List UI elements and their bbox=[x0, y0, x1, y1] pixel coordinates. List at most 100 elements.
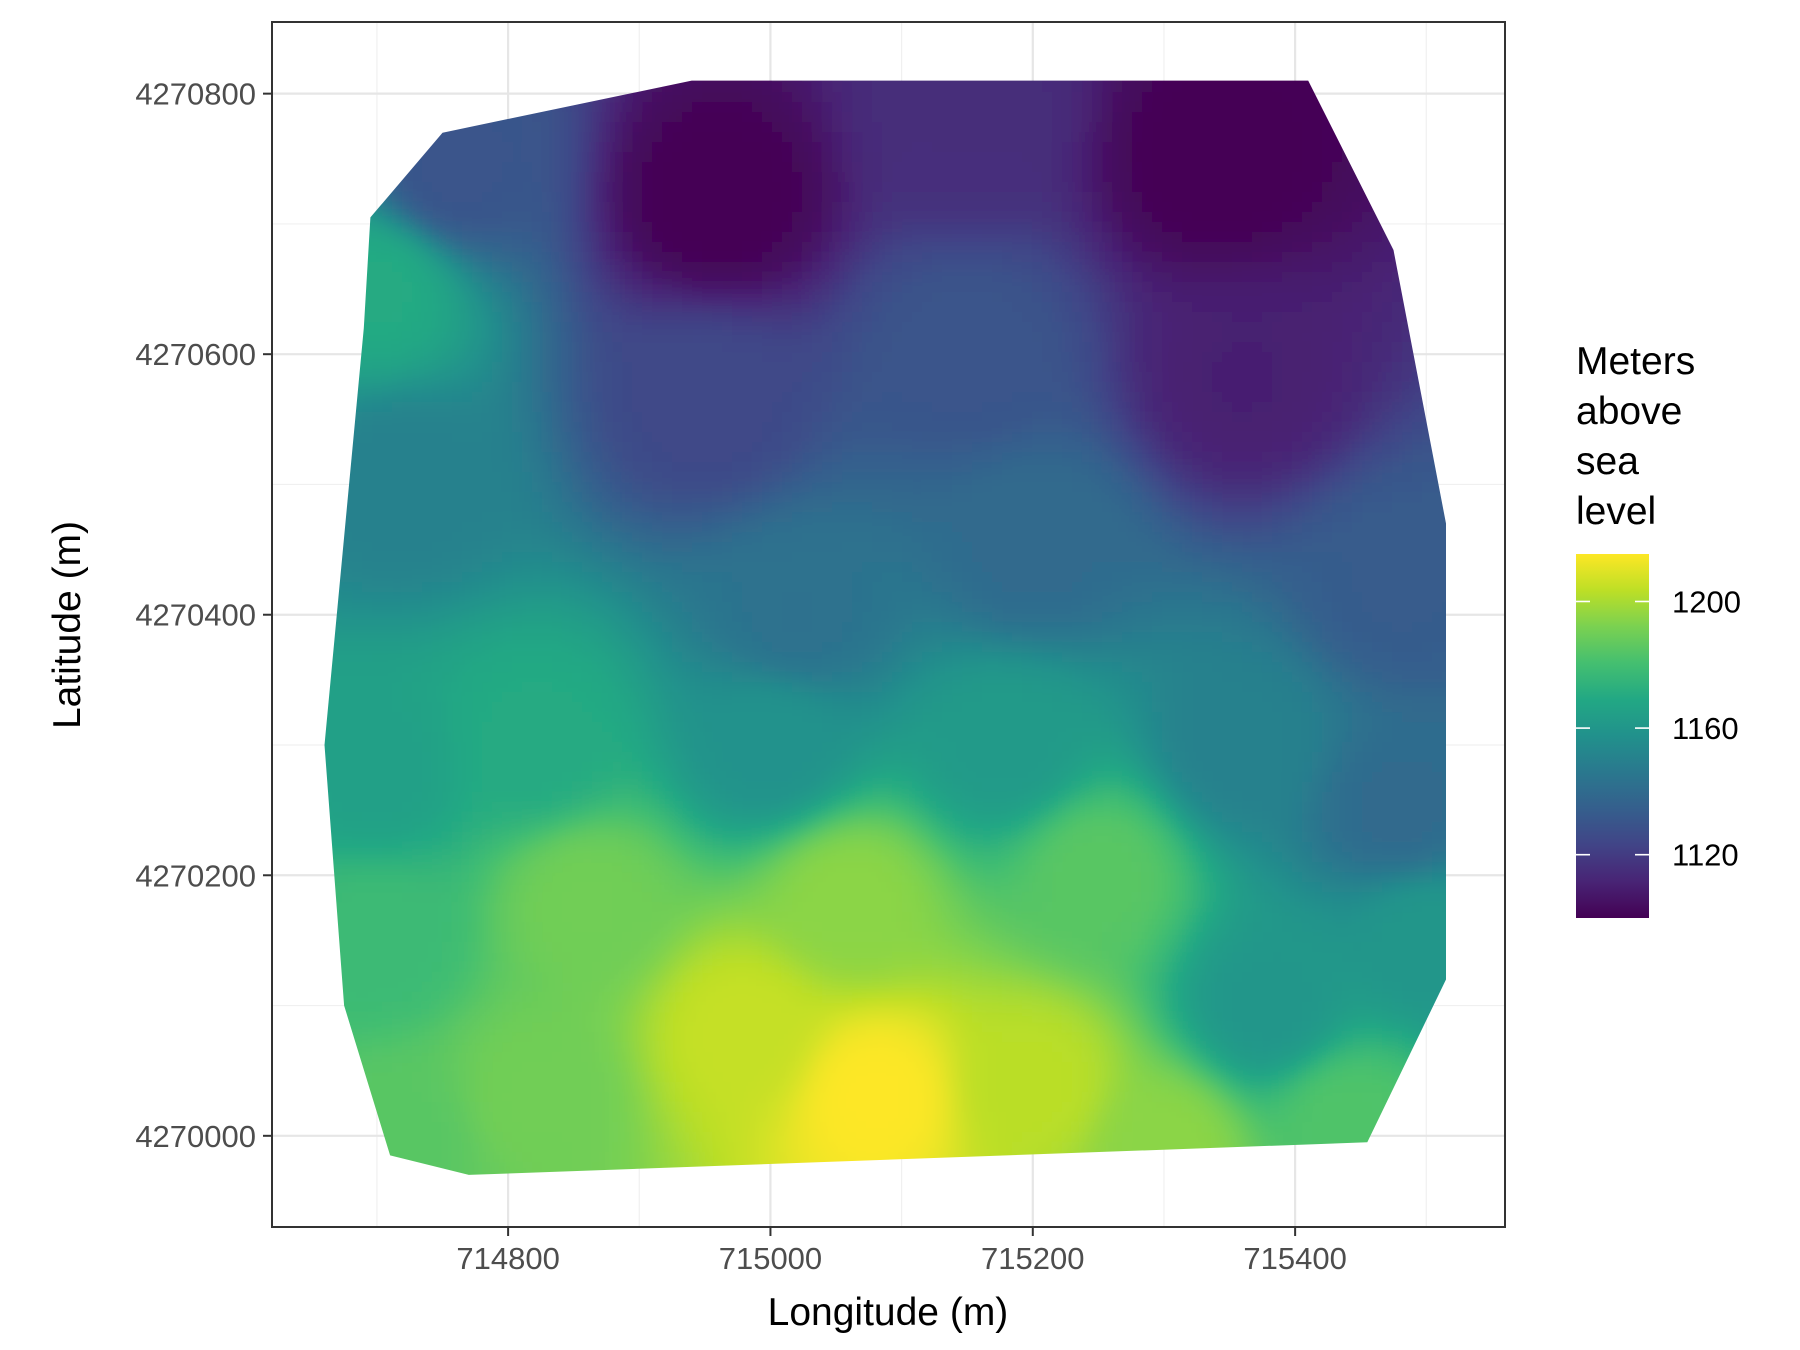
raster-cell bbox=[432, 642, 443, 653]
raster-cell bbox=[422, 432, 433, 443]
raster-cell bbox=[492, 262, 503, 273]
raster-cell bbox=[542, 892, 553, 903]
raster-cell bbox=[602, 422, 613, 433]
raster-cell bbox=[502, 622, 513, 633]
raster-cell bbox=[452, 162, 463, 173]
raster-cell bbox=[532, 242, 543, 253]
raster-cell bbox=[582, 502, 593, 513]
raster-cell bbox=[362, 712, 373, 723]
raster-cell bbox=[382, 592, 393, 603]
raster-cell bbox=[412, 452, 423, 463]
raster-cell bbox=[442, 732, 453, 743]
raster-cell bbox=[492, 1012, 503, 1023]
raster-cell bbox=[412, 682, 423, 693]
raster-cell bbox=[612, 262, 623, 273]
raster-cell bbox=[612, 332, 623, 343]
raster-cell bbox=[562, 392, 573, 403]
raster-cell bbox=[572, 432, 583, 443]
raster-cell bbox=[522, 1102, 533, 1113]
raster-cell bbox=[532, 842, 543, 853]
raster-cell bbox=[452, 812, 463, 823]
raster-cell bbox=[462, 702, 473, 713]
raster-cell bbox=[672, 1082, 683, 1093]
raster-cell bbox=[542, 462, 553, 473]
raster-cell bbox=[632, 342, 643, 353]
raster-cell bbox=[472, 772, 483, 783]
raster-cell bbox=[502, 162, 513, 173]
raster-cell bbox=[542, 212, 553, 223]
raster-cell bbox=[422, 782, 433, 793]
raster-cell bbox=[422, 1042, 433, 1053]
raster-cell bbox=[352, 852, 363, 863]
raster-cell bbox=[612, 762, 623, 773]
raster-cell bbox=[372, 632, 383, 643]
raster-cell bbox=[642, 112, 653, 123]
raster-cell bbox=[502, 572, 513, 583]
raster-cell bbox=[542, 542, 553, 553]
raster-cell bbox=[352, 502, 363, 513]
raster-cell bbox=[632, 582, 643, 593]
raster-cell bbox=[562, 302, 573, 313]
raster-cell bbox=[512, 642, 523, 653]
raster-cell bbox=[532, 392, 543, 403]
raster-cell bbox=[672, 502, 683, 513]
raster-cell bbox=[532, 712, 543, 723]
raster-cell bbox=[562, 532, 573, 543]
raster-cell bbox=[532, 182, 543, 193]
raster-cell bbox=[412, 1072, 423, 1083]
raster-cell bbox=[372, 502, 383, 513]
raster-cell bbox=[642, 282, 653, 293]
raster-cell bbox=[672, 1042, 683, 1053]
raster-cell bbox=[432, 942, 443, 953]
raster-cell bbox=[452, 1072, 463, 1083]
raster-cell bbox=[372, 902, 383, 913]
raster-cell bbox=[652, 552, 663, 563]
raster-cell bbox=[432, 772, 443, 783]
raster-cell bbox=[392, 862, 403, 873]
raster-cell bbox=[372, 922, 383, 933]
raster-cell bbox=[442, 782, 453, 793]
raster-cell bbox=[502, 222, 513, 233]
raster-cell bbox=[372, 1052, 383, 1063]
raster-cell bbox=[522, 452, 533, 463]
raster-cell bbox=[632, 932, 643, 943]
raster-cell bbox=[332, 682, 343, 693]
raster-cell bbox=[572, 342, 583, 353]
raster-cell bbox=[612, 702, 623, 713]
raster-cell bbox=[522, 582, 533, 593]
raster-cell bbox=[362, 452, 373, 463]
raster-cell bbox=[512, 942, 523, 953]
raster-cell bbox=[622, 912, 633, 923]
raster-cell bbox=[632, 592, 643, 603]
raster-cell bbox=[632, 452, 643, 463]
raster-cell bbox=[442, 482, 453, 493]
raster-cell bbox=[622, 1132, 633, 1143]
raster-cell bbox=[532, 202, 543, 213]
raster-cell bbox=[662, 892, 673, 903]
raster-cell bbox=[402, 352, 413, 363]
raster-cell bbox=[392, 972, 403, 983]
raster-cell bbox=[592, 802, 603, 813]
raster-cell bbox=[502, 1062, 513, 1073]
raster-cell bbox=[482, 972, 493, 983]
raster-cell bbox=[562, 962, 573, 973]
raster-cell bbox=[642, 962, 653, 973]
raster-cell bbox=[412, 832, 423, 843]
raster-cell bbox=[602, 1152, 613, 1163]
raster-cell bbox=[642, 1072, 653, 1083]
raster-cell bbox=[482, 622, 493, 633]
raster-cell bbox=[572, 992, 583, 1003]
raster-cell bbox=[472, 1102, 483, 1113]
raster-cell bbox=[632, 172, 643, 183]
raster-cell bbox=[562, 972, 573, 983]
raster-cell bbox=[412, 312, 423, 323]
raster-cell bbox=[632, 962, 643, 973]
raster-cell bbox=[352, 402, 363, 413]
raster-cell bbox=[662, 1082, 673, 1093]
raster-cell bbox=[572, 302, 583, 313]
raster-cell bbox=[502, 742, 513, 753]
raster-cell bbox=[512, 362, 523, 373]
raster-cell bbox=[592, 402, 603, 413]
raster-cell bbox=[452, 182, 463, 193]
raster-cell bbox=[552, 1052, 563, 1063]
